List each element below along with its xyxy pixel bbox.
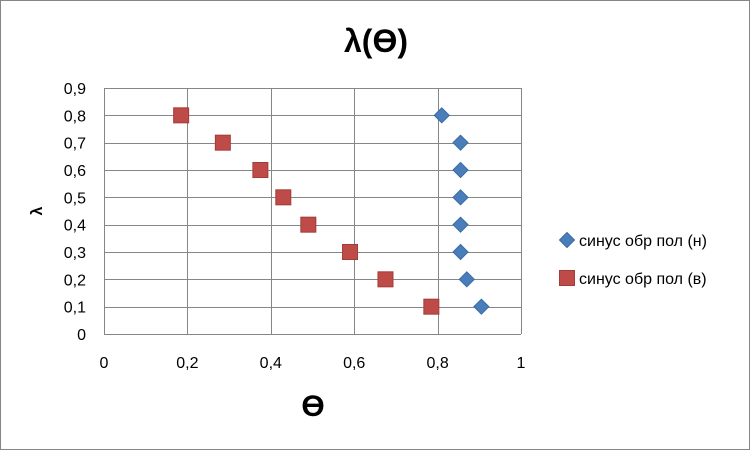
- y-tick-label: 0,1: [64, 300, 86, 317]
- y-tick-label: 0,8: [64, 108, 86, 125]
- y-tick-label: 0: [77, 327, 86, 344]
- diamond-point: [452, 134, 469, 151]
- chart-title: λ(ϴ): [344, 23, 408, 59]
- data-points: [173, 107, 490, 315]
- gridlines: [104, 88, 522, 334]
- square-point: [300, 216, 317, 233]
- square-point: [342, 244, 359, 260]
- diamond-point: [452, 243, 469, 261]
- x-tick-label: 0,2: [176, 355, 198, 372]
- square-point: [252, 162, 269, 178]
- y-axis-title: λ: [29, 206, 46, 215]
- diamond-point: [433, 107, 450, 124]
- y-tick-label: 0,6: [64, 163, 86, 180]
- square-point: [214, 134, 231, 151]
- legend-label: синус обр пол (в): [579, 271, 707, 288]
- legend-label: синус обр пол (н): [579, 233, 707, 250]
- x-axis-title: ϴ: [301, 390, 324, 423]
- diamond-point: [452, 161, 469, 179]
- y-tick-label: 0,9: [64, 81, 86, 98]
- x-tick-label: 1: [517, 355, 526, 372]
- axes: 0 0,2 0,4 0,6 0,8 1 0 0,1 0,2 0,3 0,4 0,5 0,6 0,7 0,8 0…: [64, 81, 526, 372]
- legend: синус обр пол (н) синус обр пол (в): [558, 231, 707, 288]
- y-tick-label: 0,5: [64, 190, 86, 207]
- square-point: [423, 298, 440, 315]
- y-tick-label: 0,2: [64, 272, 86, 289]
- diamond-point: [452, 216, 469, 233]
- square-point: [377, 271, 394, 288]
- square-point: [275, 189, 292, 206]
- legend-marker: [559, 270, 575, 286]
- diamond-point: [473, 298, 490, 315]
- square-point: [173, 107, 190, 124]
- y-tick-label: 0,4: [64, 218, 86, 235]
- diamond-point: [452, 189, 469, 206]
- y-tick-label: 0,3: [64, 245, 86, 262]
- x-tick-label: 0: [100, 355, 109, 372]
- x-tick-label: 0,6: [343, 355, 365, 372]
- x-tick-label: 0,8: [426, 355, 448, 372]
- x-tick-label: 0,4: [260, 355, 282, 372]
- y-tick-label: 0,7: [64, 136, 86, 153]
- diamond-point: [458, 271, 475, 288]
- legend-marker: [558, 231, 576, 249]
